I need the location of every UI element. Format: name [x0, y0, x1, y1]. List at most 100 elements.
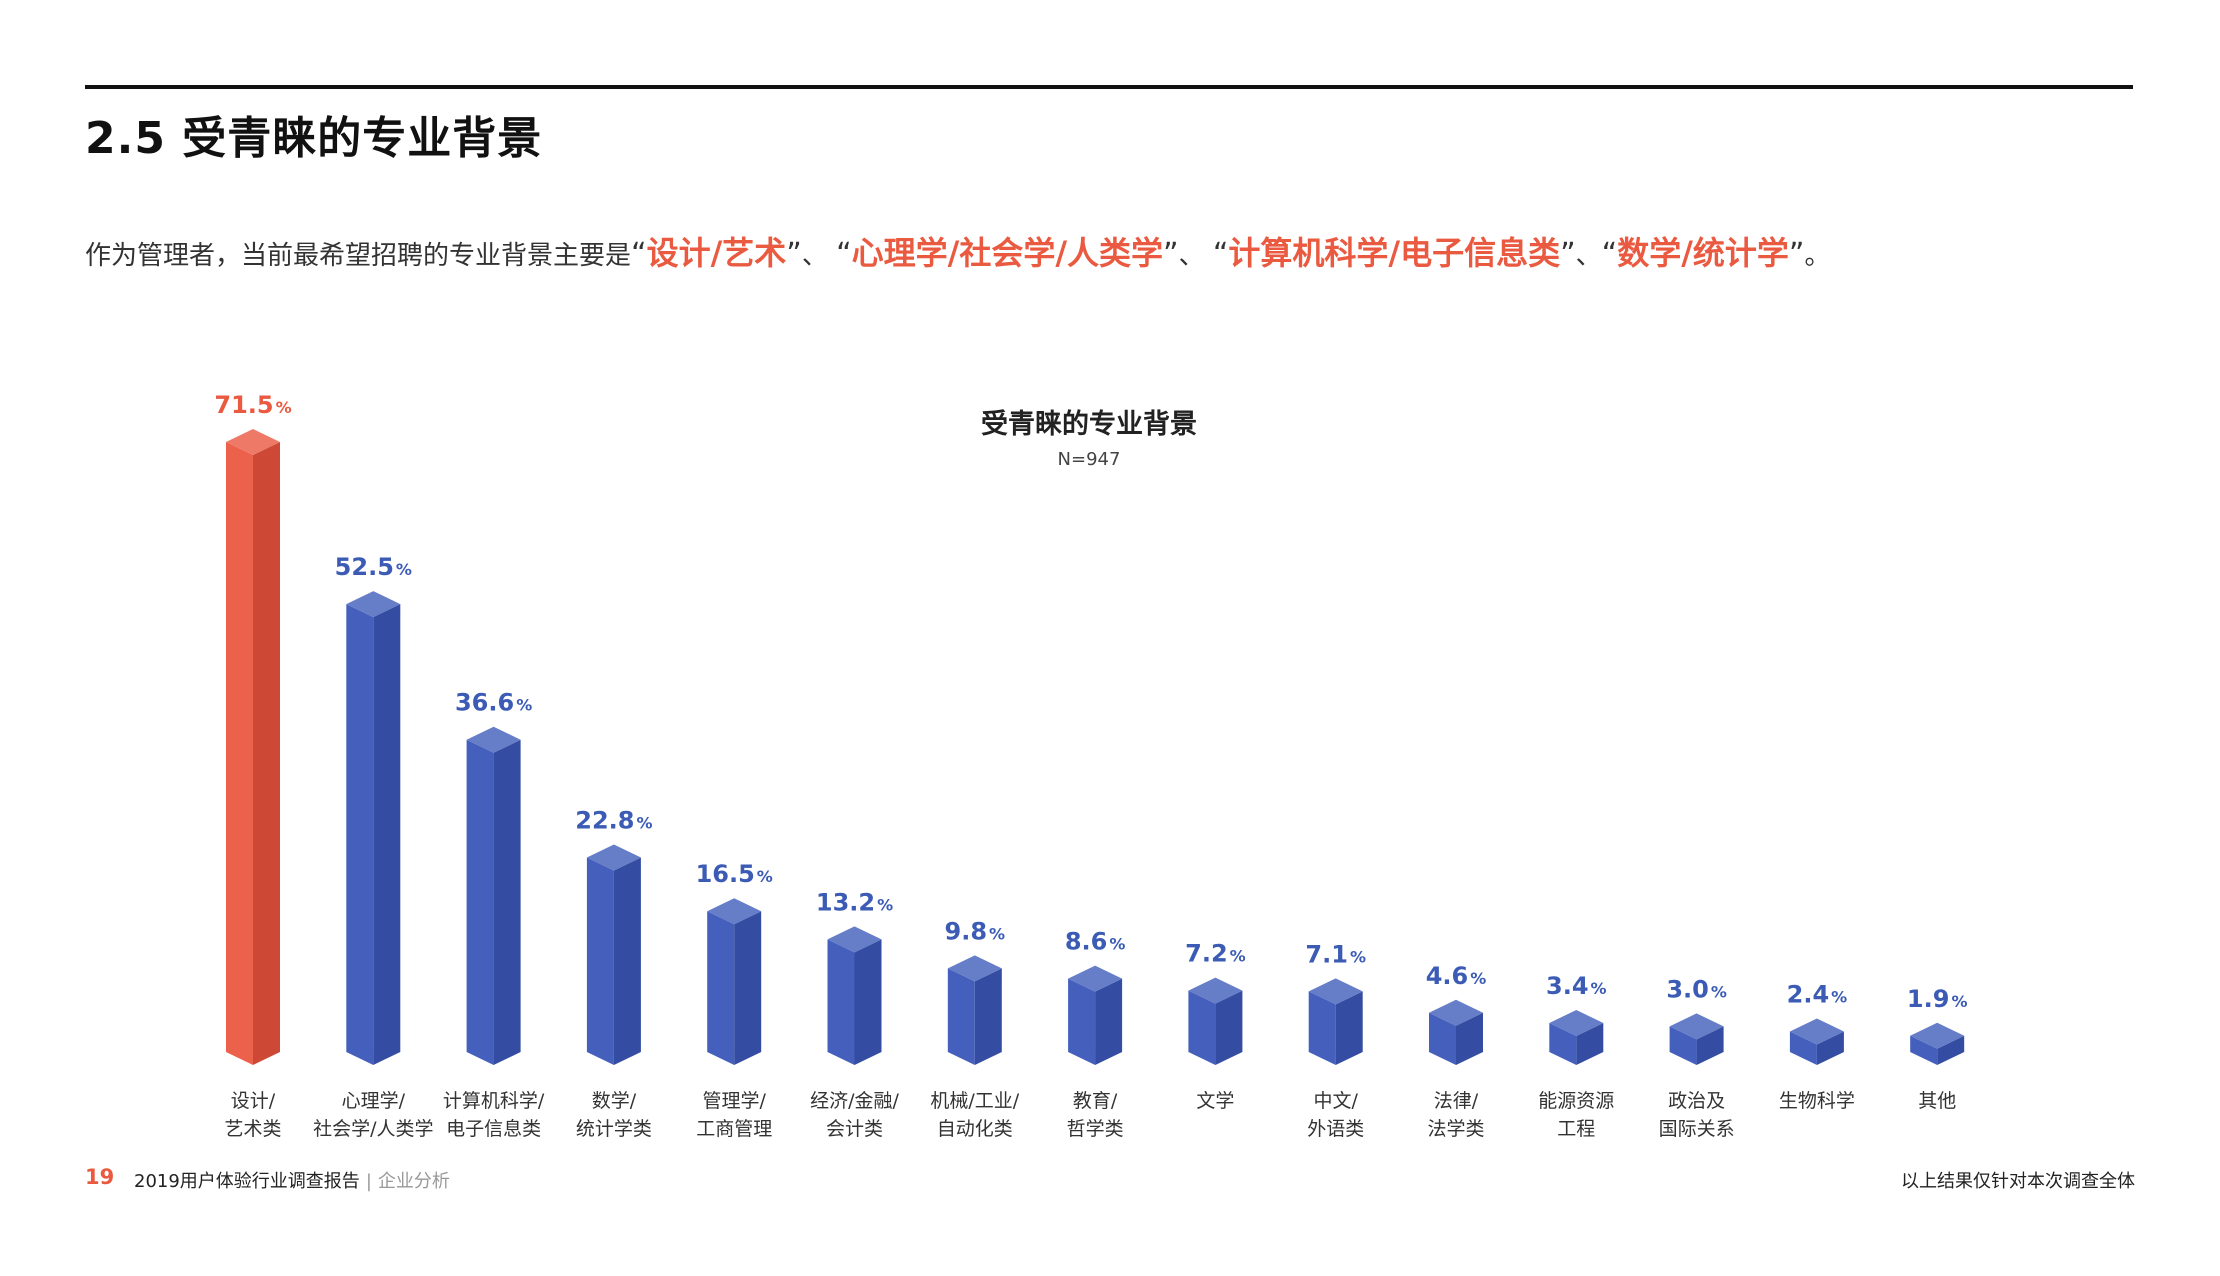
bar-face-left: [707, 911, 735, 1065]
bar-11: [1549, 1009, 1604, 1065]
value-label: 4.6%: [1426, 962, 1487, 990]
bar-top: [1910, 1022, 1965, 1049]
category-label: 文学: [1196, 1090, 1234, 1112]
value-label: 3.4%: [1546, 972, 1607, 1000]
chart-sample-size: N=947: [1057, 449, 1121, 470]
bar-face-right: [613, 857, 641, 1065]
bar-top: [1068, 965, 1123, 992]
footer-report: 2019用户体验行业调查报告 | 企业分析: [134, 1167, 450, 1193]
bar-top: [1188, 977, 1243, 1004]
bar-face-left: [466, 739, 494, 1065]
bar-top: [1789, 1018, 1844, 1045]
value-label: 13.2%: [816, 888, 893, 916]
top-rule: [85, 85, 2133, 89]
bar-top: [586, 844, 641, 871]
bar-face-right: [734, 911, 762, 1065]
bar-face-left: [947, 968, 975, 1065]
bar-14: [1910, 1022, 1965, 1065]
value-label: 36.6%: [455, 689, 532, 717]
bar-face-left: [1549, 1022, 1577, 1065]
bar-top: [466, 726, 521, 753]
bar-top: [226, 429, 280, 455]
bar-face-right: [1215, 990, 1243, 1065]
bar-6: [947, 955, 1002, 1065]
value-label: 2.4%: [1787, 981, 1848, 1009]
footnote: 以上结果仅针对本次调查全体: [1901, 1171, 2135, 1192]
category-label: 教育/哲学类: [1067, 1090, 1124, 1140]
bar-face-right: [1576, 1022, 1604, 1065]
value-label: 16.5%: [696, 860, 773, 888]
bar-face-left: [586, 857, 614, 1065]
page-title: 2.5 受青睐的专业背景: [85, 113, 543, 164]
bar-face-right: [1816, 1031, 1844, 1065]
bar-3: [586, 844, 641, 1065]
bar-face-right: [1937, 1035, 1965, 1065]
bar-12: [1669, 1013, 1724, 1065]
highlight-computer-science: 计算机科学/电子信息类: [1228, 234, 1561, 272]
category-label: 管理学/工商管理: [696, 1090, 772, 1140]
value-label: 7.1%: [1305, 940, 1366, 968]
category-label: 心理学/社会学/人类学: [313, 1090, 433, 1140]
bar-face-left: [346, 604, 374, 1065]
highlight-psychology: 心理学/社会学/人类学: [851, 234, 1164, 272]
category-label: 生物科学: [1779, 1090, 1855, 1112]
bar-top: [1549, 1009, 1604, 1036]
bar-face-right: [974, 968, 1002, 1065]
category-label: 数学/统计学类: [576, 1090, 652, 1140]
category-label: 法律/法学类: [1427, 1090, 1484, 1140]
value-label: 9.8%: [945, 917, 1006, 945]
bar-face-right: [253, 442, 280, 1065]
report-separator: |: [365, 1171, 372, 1192]
bar-top: [827, 926, 882, 953]
page-number: 19: [85, 1165, 115, 1189]
bar-1: [346, 591, 401, 1065]
bar-face-right: [1095, 978, 1123, 1065]
bar-top: [1429, 999, 1483, 1026]
bar-face-left: [1669, 1026, 1697, 1065]
bar-face-left: [1308, 991, 1336, 1065]
category-label: 经济/金融/会计类: [810, 1090, 899, 1140]
value-label: 3.0%: [1666, 975, 1727, 1003]
intro-sentence: 作为管理者，当前最希望招聘的专业背景主要是“设计/艺术”、 “心理学/社会学/人…: [85, 228, 1830, 274]
bar-top: [346, 591, 401, 618]
value-label: 52.5%: [335, 553, 412, 581]
separator: 、: [1178, 241, 1205, 271]
open-quote: “: [1212, 237, 1229, 272]
open-quote: “: [631, 237, 647, 272]
bar-13: [1789, 1018, 1844, 1065]
category-label: 计算机科学/电子信息类: [443, 1090, 545, 1140]
bar-face-left: [1429, 1012, 1456, 1065]
value-label: 1.9%: [1907, 985, 1968, 1013]
bar-face-left: [226, 442, 253, 1065]
open-quote: “: [1601, 237, 1618, 272]
close-quote: ”: [786, 237, 802, 272]
bar-face-left: [1910, 1035, 1938, 1065]
bar-face-left: [1068, 978, 1096, 1065]
highlight-design-art: 设计/艺术: [646, 234, 787, 272]
chart-title: 受青睐的专业背景: [981, 409, 1197, 440]
separator: 、: [1575, 241, 1602, 271]
separator: 、: [801, 241, 828, 271]
bar-top: [1669, 1013, 1724, 1040]
category-label: 其他: [1918, 1090, 1956, 1112]
bar-face-right: [854, 939, 882, 1065]
bar-face-right: [373, 604, 401, 1065]
bar-8: [1188, 977, 1243, 1065]
category-label: 能源资源工程: [1538, 1090, 1614, 1140]
open-quote: “: [836, 237, 852, 272]
report-section: 企业分析: [377, 1171, 450, 1192]
bar-10: [1429, 999, 1483, 1065]
value-label: 7.2%: [1185, 940, 1246, 968]
bar-5: [827, 926, 882, 1065]
category-label: 机械/工业/自动化类: [930, 1090, 1019, 1140]
highlight-math-stats: 数学/统计学: [1617, 234, 1789, 272]
close-quote: ”: [1560, 237, 1576, 272]
close-quote: ”: [1163, 237, 1179, 272]
bar-7: [1068, 965, 1123, 1065]
bar-2: [466, 726, 521, 1065]
close-quote: ”: [1788, 237, 1805, 272]
value-label: 71.5%: [214, 391, 291, 419]
value-label: 22.8%: [575, 806, 652, 834]
bar-face-left: [827, 939, 855, 1065]
